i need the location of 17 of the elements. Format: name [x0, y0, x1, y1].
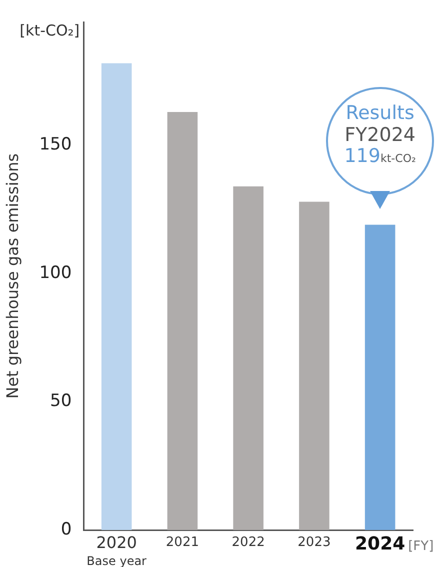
bar — [101, 63, 132, 530]
y-tick-label: 0 — [60, 519, 72, 540]
text: [kt-CO₂] — [20, 22, 80, 40]
bar — [233, 186, 264, 530]
x-tick-label: 2021 — [166, 534, 199, 550]
bar — [364, 224, 396, 530]
y-axis-title: Net greenhouse gas emissions — [2, 153, 22, 399]
y-tick-label: 50 — [50, 391, 72, 412]
y-tick-label: 150 — [39, 134, 72, 155]
bar — [299, 202, 330, 530]
y-tick-label: 100 — [39, 262, 72, 283]
x-tick-label: 2022 — [232, 534, 265, 550]
x-tick-label: 2023 — [298, 534, 331, 550]
annotation: Results FY2024 119kt-CO₂ — [343, 102, 417, 168]
x-axis-title: [FY] — [408, 538, 434, 554]
bar — [167, 112, 198, 530]
x-tick-label: 2024 — [355, 534, 406, 555]
